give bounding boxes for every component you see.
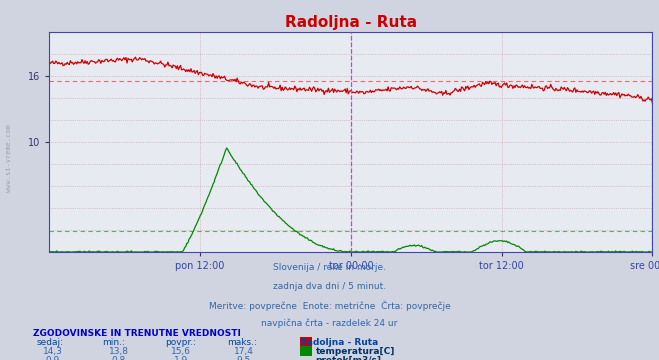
Text: Meritve: povprečne  Enote: metrične  Črta: povprečje: Meritve: povprečne Enote: metrične Črta:…	[209, 300, 450, 311]
Text: 0,9: 0,9	[45, 356, 60, 360]
Text: Slovenija / reke in morje.: Slovenija / reke in morje.	[273, 263, 386, 272]
Text: ZGODOVINSKE IN TRENUTNE VREDNOSTI: ZGODOVINSKE IN TRENUTNE VREDNOSTI	[33, 329, 241, 338]
Text: temperatura[C]: temperatura[C]	[316, 347, 395, 356]
Text: 14,3: 14,3	[43, 347, 63, 356]
Text: 1,9: 1,9	[174, 356, 188, 360]
Text: min.:: min.:	[102, 338, 125, 347]
Text: sedaj:: sedaj:	[36, 338, 63, 347]
Text: povpr.:: povpr.:	[165, 338, 196, 347]
Title: Radoljna - Ruta: Radoljna - Ruta	[285, 15, 417, 30]
Text: www.si-vreme.com: www.si-vreme.com	[5, 125, 12, 192]
Text: 17,4: 17,4	[234, 347, 254, 356]
Text: 15,6: 15,6	[171, 347, 191, 356]
Text: 9,5: 9,5	[237, 356, 251, 360]
Text: 13,8: 13,8	[109, 347, 129, 356]
Text: maks.:: maks.:	[227, 338, 257, 347]
Text: zadnja dva dni / 5 minut.: zadnja dva dni / 5 minut.	[273, 282, 386, 291]
Text: navpična črta - razdelek 24 ur: navpična črta - razdelek 24 ur	[262, 319, 397, 328]
Text: pretok[m3/s]: pretok[m3/s]	[316, 356, 382, 360]
Text: 0,8: 0,8	[111, 356, 126, 360]
Text: Radoljna - Ruta: Radoljna - Ruta	[300, 338, 378, 347]
